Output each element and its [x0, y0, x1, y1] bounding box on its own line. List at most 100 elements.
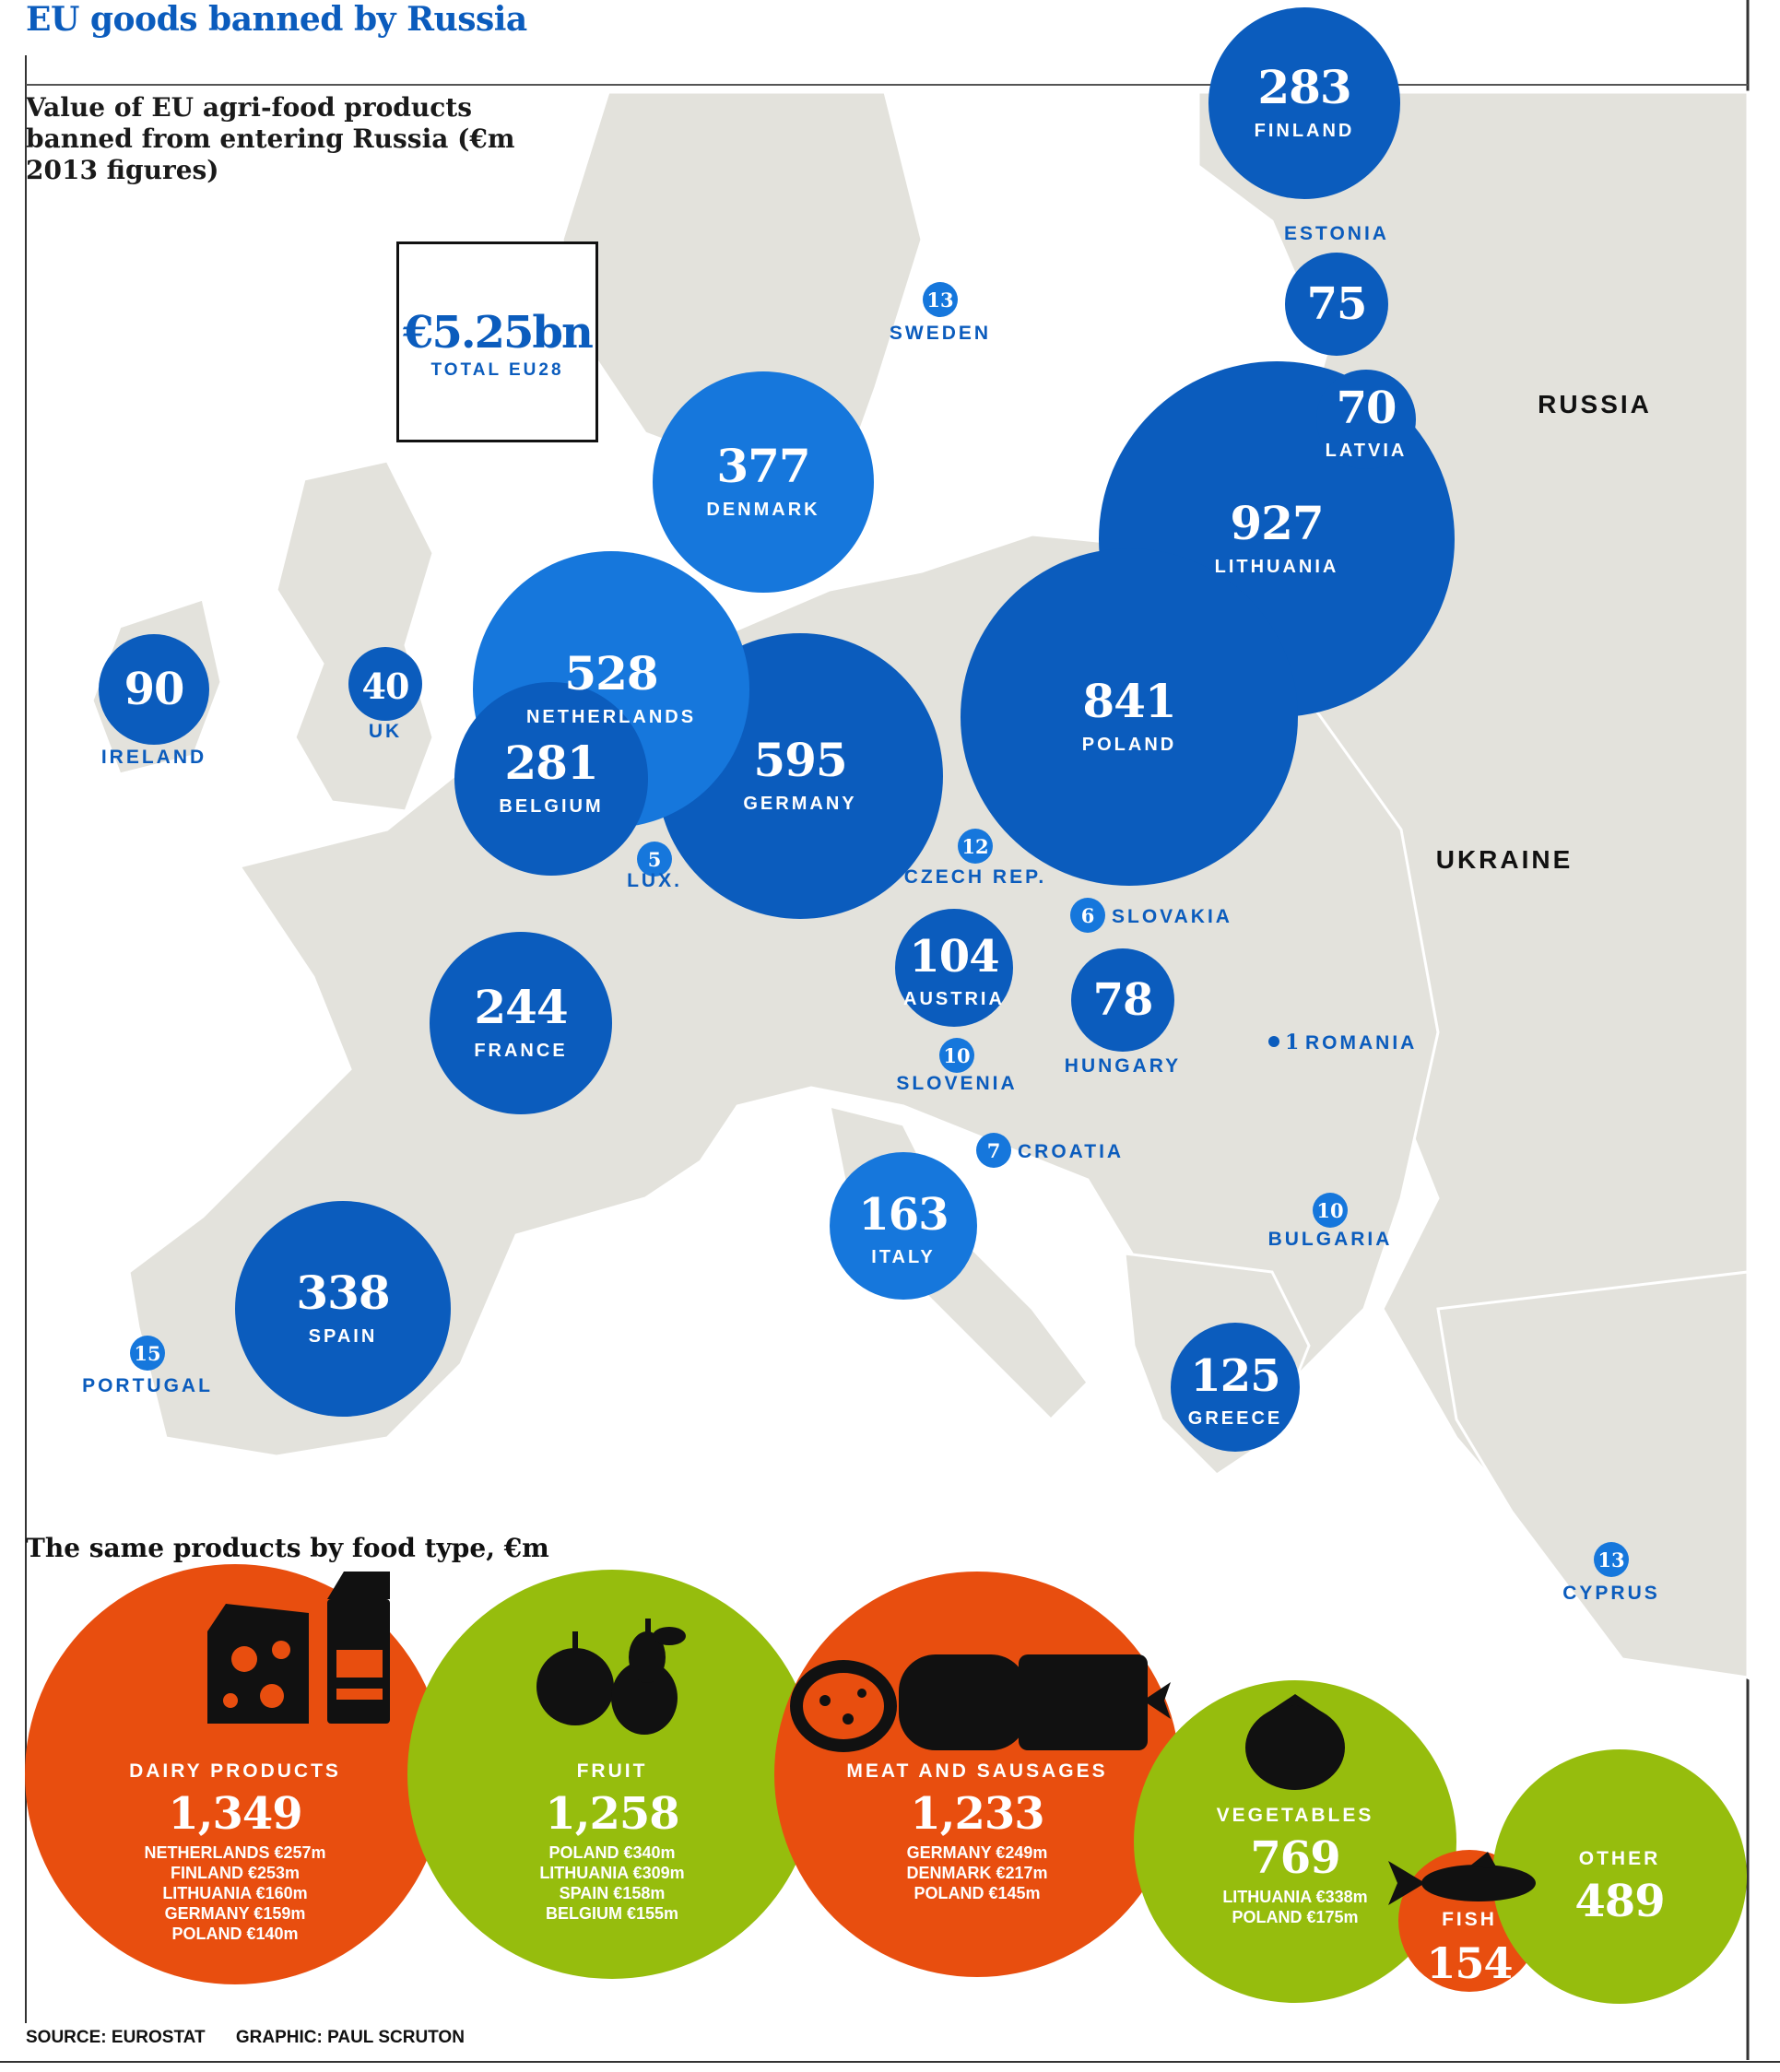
value-finland: 283 — [1257, 60, 1350, 114]
label-germany: GERMANY — [743, 794, 856, 814]
label-france: FRANCE — [474, 1041, 567, 1061]
label-bulgaria: BULGARIA — [1268, 1229, 1393, 1250]
food-label-vegetables: VEGETABLES — [1217, 1805, 1374, 1826]
food-value-fruit: 1,258 — [545, 1788, 678, 1840]
value-belgium: 281 — [504, 736, 597, 790]
label-cyprus: CYPRUS — [1562, 1583, 1660, 1604]
value-sweden: 13 — [926, 288, 953, 312]
value-cyprus: 13 — [1597, 1548, 1624, 1572]
value-slovenia: 10 — [943, 1044, 970, 1067]
bubble-latvia — [1316, 370, 1416, 469]
label-poland: POLAND — [1082, 735, 1176, 755]
ukraine-label: UKRAINE — [1436, 845, 1574, 874]
value-ireland: 90 — [124, 664, 184, 715]
food-label-other: OTHER — [1579, 1848, 1661, 1869]
total-eu28-box: €5.25bn TOTAL EU28 — [396, 241, 598, 442]
value-hungary: 78 — [1093, 974, 1153, 1026]
label-slovakia: SLOVAKIA — [1112, 906, 1232, 927]
food-breakdown-item: GERMANY €249m — [907, 1843, 1048, 1862]
value-latvia: 70 — [1337, 383, 1397, 434]
bubble-estonia — [1285, 253, 1388, 356]
food-breakdown-item: POLAND €140m — [171, 1925, 298, 1943]
label-belgium: BELGIUM — [499, 796, 603, 817]
value-germany: 595 — [753, 733, 846, 787]
food-type-subtitle: The same products by food type, €m — [26, 1533, 549, 1563]
total-value: €5.25bn — [403, 307, 594, 359]
total-label: TOTAL EU28 — [430, 360, 564, 380]
bubble-spain — [235, 1201, 451, 1417]
bubble-ireland — [99, 634, 209, 745]
bubble-austria — [895, 909, 1013, 1027]
bubble-italy — [830, 1152, 977, 1300]
food-breakdown-item: LITHUANIA €338m — [1222, 1888, 1367, 1906]
food-bubble-vegetables — [1134, 1680, 1456, 2003]
chart-title: EU goods banned by Russia — [26, 0, 527, 39]
food-breakdown-item: DENMARK €217m — [906, 1864, 1047, 1882]
label-lux: LUX. — [627, 870, 682, 891]
bubble-slovakia — [1070, 898, 1105, 933]
food-bubble-other — [1492, 1749, 1747, 2004]
food-breakdown-item: LITHUANIA €309m — [539, 1864, 684, 1882]
label-greece: GREECE — [1188, 1408, 1282, 1429]
map-subtitle: Value of EU agri-food products banned fr… — [26, 92, 515, 185]
value-croatia: 7 — [987, 1139, 1001, 1162]
value-denmark: 377 — [716, 439, 809, 493]
label-croatia: CROATIA — [1018, 1141, 1124, 1162]
food-breakdown-item: LITHUANIA €160m — [162, 1884, 307, 1902]
food-value-fish: 154 — [1426, 1938, 1512, 1988]
label-estonia: ESTONIA — [1284, 223, 1389, 244]
value-estonia: 75 — [1307, 278, 1367, 330]
fish-icon — [1388, 1852, 1536, 1905]
country-bubbles: 283FINLAND75ESTONIA70LATVIA927LITHUANIA8… — [82, 7, 1660, 1604]
label-slovenia: SLOVENIA — [896, 1073, 1017, 1094]
label-czech-rep: CZECH REP. — [904, 866, 1046, 888]
food-breakdown-item: POLAND €340m — [548, 1843, 675, 1862]
value-poland: 841 — [1082, 674, 1175, 728]
sausage-icon — [790, 1654, 1171, 1752]
value-italy: 163 — [858, 1189, 948, 1241]
bubble-uk — [348, 647, 422, 721]
bubble-greece — [1171, 1323, 1300, 1452]
value-bulgaria: 10 — [1316, 1199, 1343, 1222]
label-portugal: PORTUGAL — [82, 1375, 213, 1396]
bubble-hungary — [1071, 948, 1174, 1052]
label-latvia: LATVIA — [1326, 441, 1408, 461]
bubble-denmark — [653, 371, 874, 593]
bubble-lux — [637, 842, 672, 877]
food-breakdown-item: FINLAND €253m — [171, 1864, 300, 1882]
bubble-czech-rep — [958, 829, 993, 864]
value-romania: 1 — [1285, 1030, 1299, 1054]
label-austria: AUSTRIA — [903, 989, 1005, 1009]
bubble-finland — [1208, 7, 1400, 199]
food-label-fruit: FRUIT — [577, 1760, 648, 1782]
food-value-vegetables: 769 — [1250, 1832, 1339, 1884]
food-label-meat-and-sausages: MEAT AND SAUSAGES — [846, 1760, 1107, 1782]
map-turkey — [1436, 1270, 1750, 1679]
source-credit: SOURCE: EUROSTAT — [26, 2028, 206, 2047]
bubble-france — [430, 932, 612, 1114]
source-line: SOURCE: EUROSTAT GRAPHIC: PAUL SCRUTON — [26, 2028, 465, 2048]
food-breakdown-item: NETHERLANDS €257m — [144, 1843, 325, 1862]
food-value-other: 489 — [1574, 1876, 1664, 1927]
bubble-bulgaria — [1313, 1193, 1348, 1228]
food-breakdown-item: SPAIN €158m — [560, 1884, 666, 1902]
bubble-croatia — [976, 1133, 1011, 1168]
apple-pear-icon — [536, 1619, 686, 1735]
russia-label: RUSSIA — [1538, 390, 1652, 418]
label-netherlands: NETHERLANDS — [526, 707, 696, 727]
label-sweden: SWEDEN — [890, 323, 991, 344]
food-value-dairy-products: 1,349 — [168, 1788, 301, 1840]
food-breakdown-item: POLAND €145m — [914, 1884, 1040, 1902]
food-label-fish: FISH — [1442, 1909, 1497, 1930]
value-spain: 338 — [296, 1266, 389, 1320]
label-hungary: HUNGARY — [1065, 1055, 1181, 1077]
value-greece: 125 — [1190, 1350, 1279, 1402]
bubble-sweden — [923, 282, 958, 317]
bubble-slovenia — [939, 1038, 974, 1073]
value-lux: 5 — [648, 848, 662, 871]
label-ireland: IRELAND — [101, 747, 206, 768]
label-italy: ITALY — [871, 1247, 935, 1267]
food-breakdown-item: POLAND €175m — [1232, 1908, 1358, 1926]
cheese-milk-icon — [207, 1572, 390, 1724]
